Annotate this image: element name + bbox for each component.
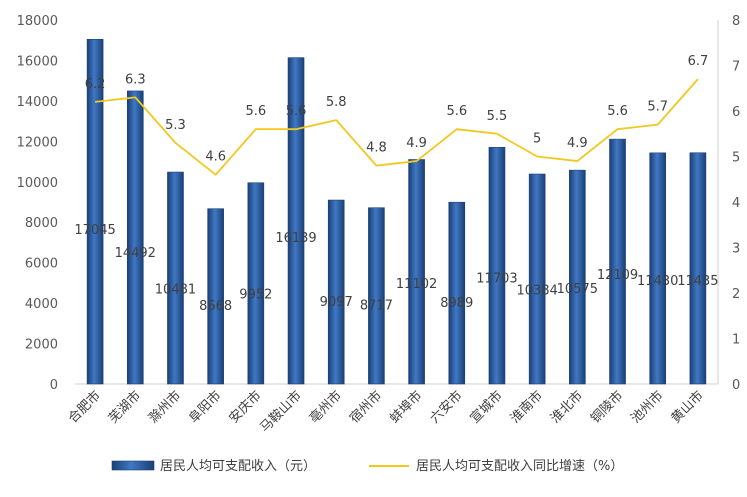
y-left-tick-label: 4000 [25,297,58,312]
y-right-tick-label: 5 [732,151,740,166]
bar-data-label: 12109 [597,268,638,283]
line-data-label: 5.6 [446,104,467,119]
bar [569,169,586,385]
line-data-label: 4.8 [366,141,387,156]
bar-data-label: 17045 [74,223,115,238]
x-tick-label: 合肥市 [65,388,104,427]
line-data-label: 6.3 [125,72,146,87]
x-tick-label: 宿州市 [346,388,385,427]
y-right-tick-label: 1 [732,333,740,348]
line-data-label: 5.7 [647,100,668,115]
bar-data-label: 11703 [476,272,517,287]
bar-data-label: 10575 [557,282,598,297]
legend-bar-label: 居民人均可支配收入（元） [160,459,316,474]
bar [689,152,707,385]
bar [528,173,546,385]
x-tick-label: 亳州市 [306,388,345,427]
x-tick-label: 马鞍山市 [257,388,305,436]
y-left-tick-label: 12000 [17,135,58,150]
line-data-label: 5.8 [326,95,347,110]
bar-data-label: 9952 [239,287,272,302]
line-data-label: 5.5 [487,109,508,124]
bar [448,201,466,385]
bar-data-label: 14492 [115,246,156,261]
bar-data-label: 10481 [155,283,196,298]
y-right-tick-label: 3 [732,242,740,257]
bar [207,208,224,385]
bar [86,39,104,385]
x-tick-label: 芜湖市 [105,388,144,427]
line-data-label: 5.6 [286,104,307,119]
y-left-tick-label: 10000 [17,176,58,191]
y-right-tick-label: 8 [732,14,740,29]
bar [167,171,184,385]
y-left-tick-label: 2000 [25,338,58,353]
y-left-tick-label: 14000 [17,95,58,110]
line-data-label: 4.6 [205,150,226,165]
line-data-label: 5.6 [246,104,267,119]
y-left-tick-label: 18000 [17,14,58,29]
line-data-label: 4.9 [406,136,427,151]
legend-line-label: 居民人均可支配收入同比增速（%） [416,459,623,474]
x-tick-label: 安庆市 [226,388,265,427]
bar [287,57,305,385]
legend-bar-swatch [111,460,155,471]
y-right-tick-label: 7 [732,60,740,75]
x-tick-label: 淮南市 [507,388,546,427]
line-data-label: 5.6 [607,104,628,119]
x-tick-label: 池州市 [628,388,667,427]
x-tick-label: 蚌埠市 [387,388,426,427]
bar-data-label: 10384 [516,284,557,299]
bar-data-label: 11435 [677,274,718,289]
y-left-tick-label: 8000 [25,216,58,231]
bar-data-label: 9097 [320,295,353,310]
x-tick-label: 阜阳市 [186,388,225,427]
line-data-label: 4.9 [567,136,588,151]
x-tick-label: 铜陵市 [587,388,626,427]
bar [609,138,626,385]
y-left-tick-label: 16000 [17,54,58,69]
line-data-label: 6.2 [85,77,106,92]
y-left-tick-label: 6000 [25,257,58,272]
line-data-label: 5.3 [165,118,186,133]
x-tick-label: 宣城市 [467,388,506,427]
bar-data-label: 16139 [275,231,316,246]
bar-data-label: 8989 [440,296,473,311]
bar [368,207,385,385]
bar-data-label: 8668 [199,299,232,314]
bar-data-label: 8717 [360,299,393,314]
bar [488,147,506,385]
x-tick-label: 滁州市 [145,388,184,427]
bar [408,159,425,385]
bar [126,90,144,385]
x-tick-label: 淮北市 [547,388,586,427]
x-tick-label: 六安市 [427,388,466,427]
bar [649,152,667,385]
line-data-label: 6.7 [688,54,709,69]
growth-line [94,78,699,176]
y-right-tick-label: 0 [732,378,740,393]
bar-data-label: 11102 [396,277,437,292]
y-right-tick-label: 2 [732,287,740,302]
x-tick-label: 黄山市 [668,388,707,427]
bar [247,182,265,385]
y-left-tick-label: 0 [50,378,58,393]
y-right-tick-label: 4 [732,196,740,211]
line-data-label: 5 [533,132,541,147]
bar-data-label: 11430 [637,274,678,289]
y-right-tick-label: 6 [732,105,740,120]
bar [327,199,345,385]
